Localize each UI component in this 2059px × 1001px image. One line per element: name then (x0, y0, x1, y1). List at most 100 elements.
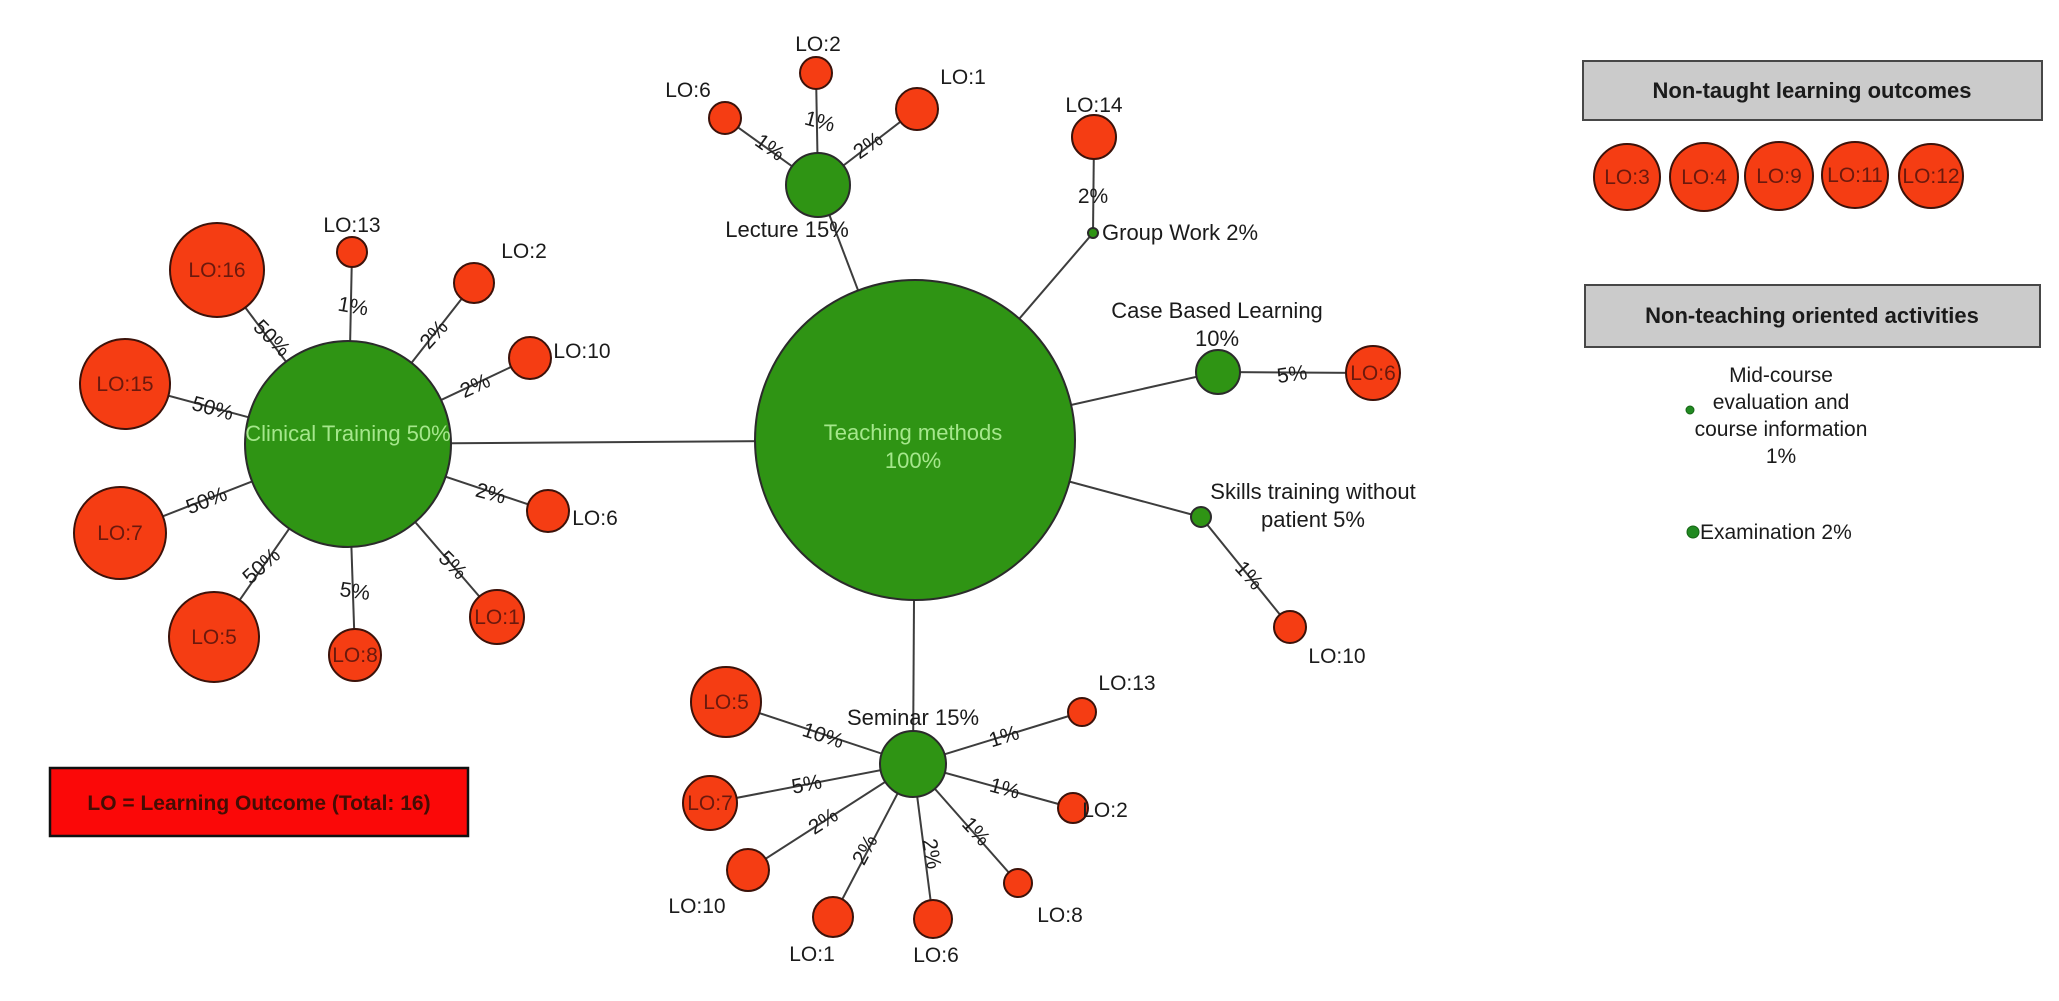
legend-outcome-node-lo12 (1898, 143, 1964, 209)
edge-seminar-lo7 (709, 763, 914, 804)
edge-percent-label-seminar-lo6: 2% (917, 837, 945, 871)
hub-label-lecture: Lecture 15% (725, 217, 849, 242)
edge-percent-label-case_based-lo6: 5% (1275, 361, 1308, 388)
outcome-label-clinical-lo7: LO:7 (97, 522, 143, 545)
outcome-label-seminar-lo13: LO:13 (1098, 672, 1155, 695)
hub-label-clinical: Clinical Training 50% (245, 421, 450, 446)
outcome-node-clinical-lo13 (336, 236, 368, 268)
hub-label-group_work: Group Work 2% (1102, 220, 1258, 245)
edge-percent-label-clinical-lo6: 2% (473, 479, 508, 509)
outcome-node-seminar-lo6 (913, 899, 953, 939)
outcome-label-case_based-lo6: LO:6 (1350, 362, 1396, 385)
legend-outcome-label-lo4: LO:4 (1681, 166, 1727, 189)
outcome-node-clinical-lo8 (328, 628, 382, 682)
outcome-node-clinical-lo7 (73, 486, 167, 580)
outcome-node-case_based-lo6 (1345, 345, 1401, 401)
note-text: LO = Learning Outcome (Total: 16) (87, 792, 430, 815)
hub-node-skills (1190, 506, 1212, 528)
outcome-label-group_work-lo14: LO:14 (1065, 94, 1123, 117)
legend-activity-label-0: Mid-course (1729, 364, 1833, 387)
edge-percent-label-seminar-lo5: 10% (799, 718, 846, 753)
outcome-label-clinical-lo6: LO:6 (572, 507, 618, 530)
outcome-label-clinical-lo15: LO:15 (96, 373, 153, 396)
legend-outcome-label-lo3: LO:3 (1604, 166, 1650, 189)
outcome-node-clinical-lo15 (79, 338, 171, 430)
legend-outcome-node-lo11 (1821, 141, 1889, 209)
legend-non-teaching-box (1584, 284, 2041, 348)
hub-label-seminar: Seminar 15% (847, 705, 979, 730)
legend-outcome-node-lo3 (1593, 143, 1661, 211)
outcome-label-seminar-lo2: LO:2 (1082, 799, 1128, 822)
outcome-label-clinical-lo16: LO:16 (188, 259, 245, 282)
outcome-node-seminar-lo5 (690, 666, 762, 738)
outcome-node-seminar-lo8 (1003, 868, 1033, 898)
legend-outcome-label-lo11: LO:11 (1827, 164, 1883, 187)
legend-activity-label-0: 1% (1766, 445, 1796, 468)
outcome-node-lecture-lo6 (708, 101, 742, 135)
hub-label-teaching: 100% (885, 448, 941, 473)
edge-percent-label-seminar-lo1: 2% (848, 831, 883, 869)
hub-node-seminar (879, 730, 947, 798)
legend-non-teaching-title: Non-teaching oriented activities (1645, 303, 1979, 328)
edge-percent-label-seminar-lo7: 5% (790, 770, 824, 798)
edge-skills-lo10 (1200, 516, 1291, 628)
outcome-label-clinical-lo10: LO:10 (553, 340, 610, 363)
legend-outcome-node-lo9 (1744, 141, 1814, 211)
legend-non-taught-box (1582, 60, 2043, 121)
outcome-label-seminar-lo8: LO:8 (1037, 904, 1083, 927)
edge-percent-label-group_work-lo14: 2% (1078, 185, 1108, 208)
outcome-label-clinical-lo8: LO:8 (332, 644, 378, 667)
hub-node-case_based (1195, 349, 1241, 395)
outcome-label-lecture-lo2: LO:2 (795, 33, 841, 56)
outcome-label-skills-lo10: LO:10 (1308, 645, 1365, 668)
hub-node-teaching (754, 279, 1076, 601)
edge-percent-label-clinical-lo2: 2% (415, 316, 452, 354)
hub-label-case_based: Case Based Learning (1111, 298, 1323, 323)
outcome-node-seminar-lo10 (726, 848, 770, 892)
edge-percent-label-clinical-lo1: 5% (434, 547, 472, 585)
outcome-node-lecture-lo2 (799, 56, 833, 90)
outcome-label-clinical-lo5: LO:5 (191, 626, 237, 649)
outcome-label-clinical-lo1: LO:1 (474, 606, 520, 629)
hub-label-skills: Skills training without (1210, 479, 1415, 504)
legend-outcome-node-lo4 (1669, 142, 1739, 212)
outcome-label-seminar-lo1: LO:1 (789, 943, 835, 966)
outcome-label-seminar-lo10: LO:10 (668, 895, 725, 918)
edge-percent-label-seminar-lo13: 1% (986, 721, 1022, 752)
outcome-label-seminar-lo7: LO:7 (687, 792, 733, 815)
hub-label-teaching: Teaching methods (824, 420, 1003, 445)
hub-node-group_work (1087, 227, 1099, 239)
outcome-label-seminar-lo5: LO:5 (703, 691, 749, 714)
outcome-node-group_work-lo14 (1071, 114, 1117, 160)
note-box (48, 766, 470, 838)
outcome-node-seminar-lo2 (1057, 792, 1089, 824)
edge-percent-label-clinical-lo10: 2% (457, 369, 494, 403)
hub-label-skills: patient 5% (1261, 507, 1365, 532)
edge-percent-label-clinical-lo5: 50% (238, 544, 285, 589)
hub-label-case_based: 10% (1195, 326, 1239, 351)
outcome-label-clinical-lo2: LO:2 (501, 240, 547, 263)
hub-node-clinical (244, 340, 452, 548)
legend-non-taught-title: Non-taught learning outcomes (1653, 78, 1972, 103)
outcome-node-seminar-lo1 (812, 896, 854, 938)
outcome-label-seminar-lo6: LO:6 (913, 944, 959, 967)
edge-percent-label-lecture-lo1: 2% (849, 128, 887, 164)
legend-outcome-label-lo12: LO:12 (1902, 165, 1959, 188)
edge-percent-label-clinical-lo7: 50% (183, 483, 230, 520)
edge-percent-label-clinical-lo8: 5% (338, 578, 371, 605)
edge-percent-label-clinical-lo13: 1% (336, 293, 370, 321)
edge-percent-label-seminar-lo2: 1% (987, 774, 1022, 804)
outcome-node-seminar-lo7 (682, 775, 738, 831)
edge-percent-label-seminar-lo10: 2% (804, 804, 842, 840)
edge-percent-label-skills-lo10: 1% (1230, 557, 1267, 595)
outcome-node-seminar-lo13 (1067, 697, 1097, 727)
outcome-node-lecture-lo1 (895, 87, 939, 131)
legend-activity-label-1: Examination 2% (1700, 521, 1852, 544)
legend-outcome-label-lo9: LO:9 (1756, 165, 1802, 188)
outcome-node-clinical-lo5 (168, 591, 260, 683)
outcome-node-clinical-lo10 (508, 336, 552, 380)
legend-activity-dot-0 (1685, 405, 1695, 415)
outcome-node-clinical-lo2 (453, 262, 495, 304)
